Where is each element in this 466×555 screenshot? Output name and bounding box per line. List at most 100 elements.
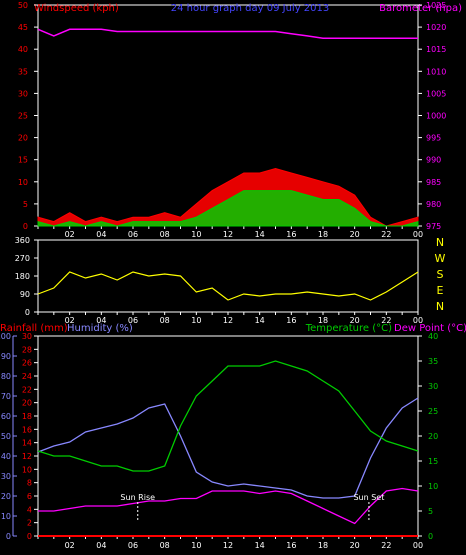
humidity-axis-label: Humidity (%) <box>67 323 133 334</box>
hour-tick-label: 12 <box>223 230 233 239</box>
windspeed-tick-label: 10 <box>18 178 28 187</box>
compass-label: E <box>437 284 444 297</box>
humidity-tick-label: 0 <box>6 532 11 541</box>
windspeed-tick-label: 25 <box>18 112 28 121</box>
dewpoint-axis-label: Dew Point (°C) <box>394 323 466 334</box>
hour-tick-label: 16 <box>286 230 296 239</box>
hour-tick-label: 00 <box>413 316 423 325</box>
hour-tick-label: 18 <box>318 230 328 239</box>
compass-label: N <box>436 236 444 249</box>
temperature-tick-label: 5 <box>428 507 433 516</box>
temperature-tick-label: 30 <box>428 382 438 391</box>
temperature-tick-label: 20 <box>428 432 438 441</box>
rainfall-tick-label: 12 <box>22 452 32 461</box>
rainfall-axis-label: Rainfall (mm) <box>0 323 68 334</box>
humidity-tick-label: 50 <box>1 432 11 441</box>
rainfall-tick-label: 4 <box>27 505 32 514</box>
humidity-tick-label: 90 <box>1 352 11 361</box>
hour-tick-label: 08 <box>160 316 170 325</box>
hour-tick-label: 10 <box>191 541 201 550</box>
barometer-tick-label: 1025 <box>426 1 446 10</box>
rainfall-tick-label: 20 <box>22 399 32 408</box>
rainfall-tick-label: 18 <box>22 412 32 421</box>
temperature-tick-label: 15 <box>428 457 438 466</box>
humidity-tick-label: 70 <box>1 392 11 401</box>
windspeed-tick-label: 45 <box>18 23 28 32</box>
humidity-tick-label: 10 <box>1 512 11 521</box>
graph-title: 24 hour graph day 09 July 2013 <box>171 3 330 14</box>
hour-tick-label: 14 <box>255 541 265 550</box>
hour-tick-label: 18 <box>318 541 328 550</box>
barometer-tick-label: 990 <box>426 156 441 165</box>
temperature-tick-label: 10 <box>428 482 438 491</box>
humidity-tick-label: 80 <box>1 372 11 381</box>
windspeed-tick-label: 5 <box>23 200 28 209</box>
rainfall-tick-label: 24 <box>22 372 32 381</box>
hour-tick-label: 10 <box>191 230 201 239</box>
wind-direction-line <box>37 271 419 301</box>
temperature-axis-label: Temperature (°C) <box>305 323 392 334</box>
hour-tick-label: 20 <box>350 230 360 239</box>
rainfall-tick-label: 30 <box>22 332 32 341</box>
barometer-tick-label: 1000 <box>426 112 446 121</box>
wind-average-area <box>37 190 419 227</box>
hour-tick-label: 10 <box>191 316 201 325</box>
rainfall-tick-label: 10 <box>22 465 32 474</box>
hour-tick-label: 22 <box>381 541 391 550</box>
compass-label: W <box>435 252 446 265</box>
windspeed-tick-label: 0 <box>23 222 28 231</box>
hour-tick-label: 00 <box>413 230 423 239</box>
hour-tick-label: 14 <box>255 230 265 239</box>
sun-rise-label: Sun Rise <box>120 493 155 502</box>
direction-tick-label: 90 <box>20 290 30 299</box>
hour-tick-label: 16 <box>286 541 296 550</box>
rainfall-tick-label: 8 <box>27 479 32 488</box>
humidity-line <box>37 397 419 499</box>
rainfall-tick-label: 26 <box>22 359 32 368</box>
humidity-tick-label: 40 <box>1 452 11 461</box>
barometer-tick-label: 1020 <box>426 23 446 32</box>
humidity-tick-label: 60 <box>1 412 11 421</box>
temperature-line <box>37 360 419 472</box>
hour-tick-label: 02 <box>65 541 75 550</box>
rainfall-tick-label: 0 <box>27 532 32 541</box>
barometer-tick-label: 1005 <box>426 89 446 98</box>
rainfall-tick-label: 2 <box>27 519 32 528</box>
rainfall-tick-label: 14 <box>22 439 32 448</box>
windspeed-tick-label: 35 <box>18 67 28 76</box>
windspeed-axis-label: Windspeed (kph) <box>34 3 119 14</box>
barometer-line <box>37 28 418 39</box>
hour-tick-label: 06 <box>128 541 138 550</box>
hour-tick-label: 00 <box>413 541 423 550</box>
humidity-tick-label: 20 <box>1 492 11 501</box>
rainfall-tick-label: 6 <box>27 492 32 501</box>
compass-label: N <box>436 300 444 313</box>
rainfall-tick-label: 16 <box>22 425 32 434</box>
hour-tick-label: 22 <box>381 316 391 325</box>
hour-tick-label: 06 <box>128 316 138 325</box>
hour-tick-label: 04 <box>96 316 106 325</box>
windspeed-tick-label: 50 <box>18 1 28 10</box>
barometer-tick-label: 995 <box>426 134 441 143</box>
windspeed-tick-label: 20 <box>18 134 28 143</box>
direction-tick-label: 180 <box>15 272 30 281</box>
hour-tick-label: 08 <box>160 230 170 239</box>
hour-tick-label: 12 <box>223 541 233 550</box>
barometer-tick-label: 985 <box>426 178 441 187</box>
hour-tick-label: 22 <box>381 230 391 239</box>
temperature-tick-label: 35 <box>428 357 438 366</box>
barometer-axis-label: Barometer (hpa) <box>379 3 462 14</box>
windspeed-tick-label: 30 <box>18 89 28 98</box>
barometer-tick-label: 975 <box>426 222 441 231</box>
hour-tick-label: 04 <box>96 541 106 550</box>
sun-set-label: Sun Set <box>353 493 384 502</box>
direction-tick-label: 360 <box>15 236 30 245</box>
hour-tick-label: 12 <box>223 316 233 325</box>
temperature-tick-label: 0 <box>428 532 433 541</box>
hour-tick-label: 02 <box>65 230 75 239</box>
temperature-tick-label: 40 <box>428 332 438 341</box>
windspeed-tick-label: 40 <box>18 45 28 54</box>
humidity-tick-label: 30 <box>1 472 11 481</box>
temperature-tick-label: 25 <box>428 407 438 416</box>
